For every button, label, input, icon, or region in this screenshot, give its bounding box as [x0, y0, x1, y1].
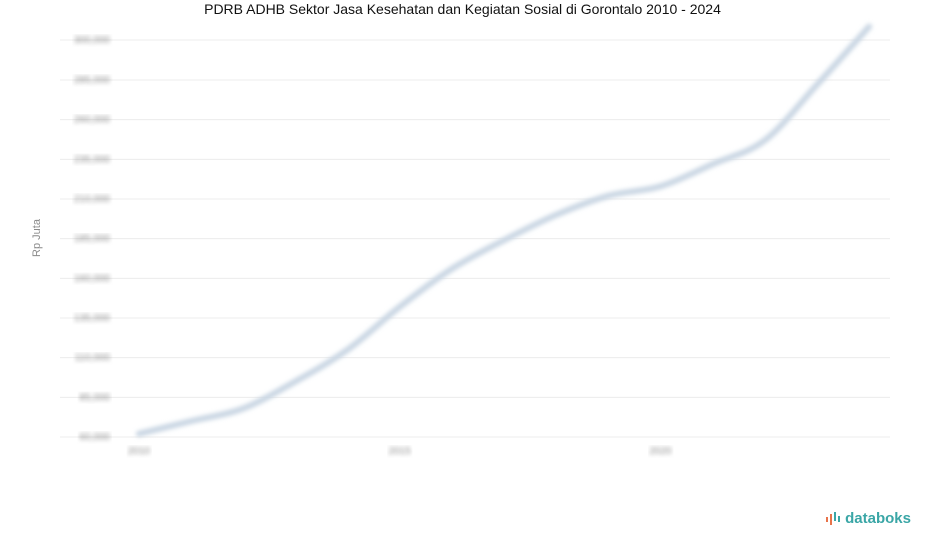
databoks-wordmark: databoks [845, 510, 911, 527]
y-tick-label: 60,000 [79, 432, 110, 443]
y-tick-label: 235,000 [74, 154, 111, 165]
y-tick-label: 160,000 [74, 273, 111, 284]
x-tick-label: 2010 [128, 446, 151, 457]
y-axis-title: Rp Juta [31, 218, 43, 257]
chart-title: PDRB ADHB Sektor Jasa Kesehatan dan Kegi… [204, 1, 721, 17]
series-group [135, 23, 873, 437]
y-tick-label: 185,000 [74, 234, 111, 245]
x-tick-label: 2015 [389, 446, 412, 457]
y-tick-label: 285,000 [74, 75, 111, 86]
y-tick-label: 210,000 [74, 194, 111, 205]
databoks-logo: databoks [826, 510, 911, 527]
y-tick-label: 110,000 [75, 353, 111, 364]
databoks-icon [826, 511, 841, 525]
y-tick-labels: 60,000 85,000 110,000 135,000 160,000 185,000… [74, 35, 111, 443]
y-tick-label: 300,000 [74, 35, 111, 46]
series-line [135, 23, 873, 437]
x-tick-labels: 2010 2015 2020 [128, 446, 672, 457]
x-tick-label: 2020 [649, 446, 672, 457]
y-tick-label: 135,000 [74, 313, 111, 324]
y-tick-label: 260,000 [74, 115, 111, 126]
gridlines [60, 39, 890, 438]
y-tick-label: 85,000 [79, 392, 110, 403]
